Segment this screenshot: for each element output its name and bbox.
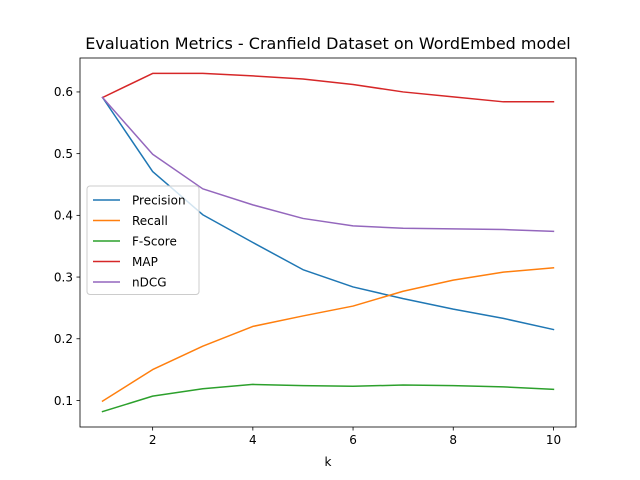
y-tick-label: 0.1	[54, 394, 73, 408]
series-line-f-score	[101, 383, 555, 413]
y-tick-label: 0.3	[54, 270, 73, 284]
x-tick-label: 4	[249, 433, 257, 447]
y-tick-label: 0.5	[54, 147, 73, 161]
x-tick-label: 6	[349, 433, 357, 447]
legend-label-precision: Precision	[132, 193, 186, 207]
y-tick-label: 0.4	[54, 209, 73, 223]
legend-label-f-score: F-Score	[132, 234, 177, 248]
x-axis-label: k	[325, 455, 332, 469]
x-tick-label: 2	[149, 433, 157, 447]
legend-label-ndcg: nDCG	[132, 275, 167, 289]
legend-label-recall: Recall	[132, 214, 168, 228]
series-line-recall	[101, 266, 555, 403]
plot-frame	[79, 57, 577, 428]
x-axis: 2 4 6 8 10	[149, 427, 561, 447]
y-tick-label: 0.2	[54, 332, 73, 346]
chart-title: Evaluation Metrics - Cranfield Dataset o…	[85, 34, 570, 53]
legend: Precision Recall F-Score MAP nDCG	[86, 185, 200, 295]
legend-label-map: MAP	[132, 255, 158, 269]
legend-box	[86, 185, 200, 295]
y-tick-label: 0.6	[54, 85, 73, 99]
series-line-map	[101, 72, 555, 103]
series-line-ndcg	[101, 96, 555, 233]
x-tick-label: 10	[546, 433, 561, 447]
x-tick-label: 8	[449, 433, 457, 447]
y-axis: 0.1 0.2 0.3 0.4 0.5 0.6	[54, 85, 80, 408]
